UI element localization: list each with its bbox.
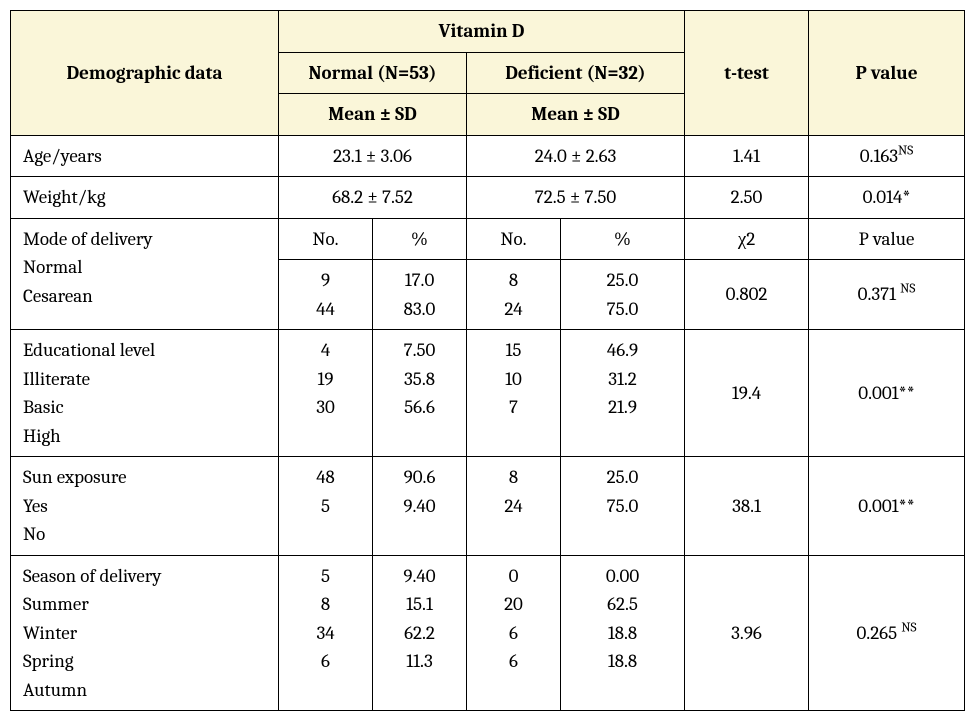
weight-label: Weight/kg xyxy=(11,177,279,219)
sub-pct-normal: % xyxy=(373,218,467,260)
sub-no-def: No. xyxy=(467,218,561,260)
sun-label: Sun exposure Yes No xyxy=(11,457,279,556)
mode-no-normal: 9 44 xyxy=(279,260,373,330)
sun-p: 0.001** xyxy=(809,457,965,556)
table-row-season: Season of delivery Summer Winter Spring … xyxy=(11,555,965,711)
col-ttest: t-test xyxy=(685,11,809,136)
col-normal-group: Normal (N=53) xyxy=(279,52,467,94)
edu-p: 0.001** xyxy=(809,330,965,457)
sub-chi2: χ2 xyxy=(685,218,809,260)
demographics-table: Demographic data Vitamin D t-test P valu… xyxy=(10,10,965,711)
age-label: Age/years xyxy=(11,135,279,177)
sub-pvalue: P value xyxy=(809,218,965,260)
edu-stat: 19.4 xyxy=(685,330,809,457)
age-normal: 23.1 ± 3.06 xyxy=(279,135,467,177)
edu-label: Educational level Illiterate Basic High xyxy=(11,330,279,457)
col-mean-sd-deficient: Mean ± SD xyxy=(467,94,685,136)
season-label: Season of delivery Summer Winter Spring … xyxy=(11,555,279,711)
col-pvalue: P value xyxy=(809,11,965,136)
table-row-sun: Sun exposure Yes No 48 5 90.6 9.40 8 24 … xyxy=(11,457,965,556)
sun-stat: 38.1 xyxy=(685,457,809,556)
age-deficient: 24.0 ± 2.63 xyxy=(467,135,685,177)
edu-no-def: 15 10 7 xyxy=(467,330,561,457)
sun-no-def: 8 24 xyxy=(467,457,561,556)
season-p: 0.265 NS xyxy=(809,555,965,711)
season-no-def: 0 20 6 6 xyxy=(467,555,561,711)
weight-stat: 2.50 xyxy=(685,177,809,219)
edu-pct-normal: 7.50 35.8 56.6 xyxy=(373,330,467,457)
age-stat: 1.41 xyxy=(685,135,809,177)
mode-p: 0.371 NS xyxy=(809,260,965,330)
sun-pct-normal: 90.6 9.40 xyxy=(373,457,467,556)
table-row-weight: Weight/kg 68.2 ± 7.52 72.5 ± 7.50 2.50 0… xyxy=(11,177,965,219)
table-header-row-1: Demographic data Vitamin D t-test P valu… xyxy=(11,11,965,53)
mode-label: Mode of delivery Normal Cesarean xyxy=(11,218,279,330)
weight-normal: 68.2 ± 7.52 xyxy=(279,177,467,219)
sun-pct-def: 25.0 75.0 xyxy=(561,457,685,556)
col-mean-sd-normal: Mean ± SD xyxy=(279,94,467,136)
mode-no-def: 8 24 xyxy=(467,260,561,330)
table-row-edu: Educational level Illiterate Basic High … xyxy=(11,330,965,457)
edu-no-normal: 4 19 30 xyxy=(279,330,373,457)
age-p: 0.163NS xyxy=(809,135,965,177)
col-deficient-group: Deficient (N=32) xyxy=(467,52,685,94)
season-pct-normal: 9.40 15.1 62.2 11.3 xyxy=(373,555,467,711)
mode-pct-def: 25.0 75.0 xyxy=(561,260,685,330)
table-row-age: Age/years 23.1 ± 3.06 24.0 ± 2.63 1.41 0… xyxy=(11,135,965,177)
mode-pct-normal: 17.0 83.0 xyxy=(373,260,467,330)
season-pct-def: 0.00 62.5 18.8 18.8 xyxy=(561,555,685,711)
weight-p: 0.014* xyxy=(809,177,965,219)
season-no-normal: 5 8 34 6 xyxy=(279,555,373,711)
season-stat: 3.96 xyxy=(685,555,809,711)
edu-pct-def: 46.9 31.2 21.9 xyxy=(561,330,685,457)
weight-deficient: 72.5 ± 7.50 xyxy=(467,177,685,219)
sub-no-normal: No. xyxy=(279,218,373,260)
sun-no-normal: 48 5 xyxy=(279,457,373,556)
table-row-mode-header: Mode of delivery Normal Cesarean No. % N… xyxy=(11,218,965,260)
sub-pct-def: % xyxy=(561,218,685,260)
col-vitamin-d: Vitamin D xyxy=(279,11,685,53)
col-demographic: Demographic data xyxy=(11,11,279,136)
mode-stat: 0.802 xyxy=(685,260,809,330)
